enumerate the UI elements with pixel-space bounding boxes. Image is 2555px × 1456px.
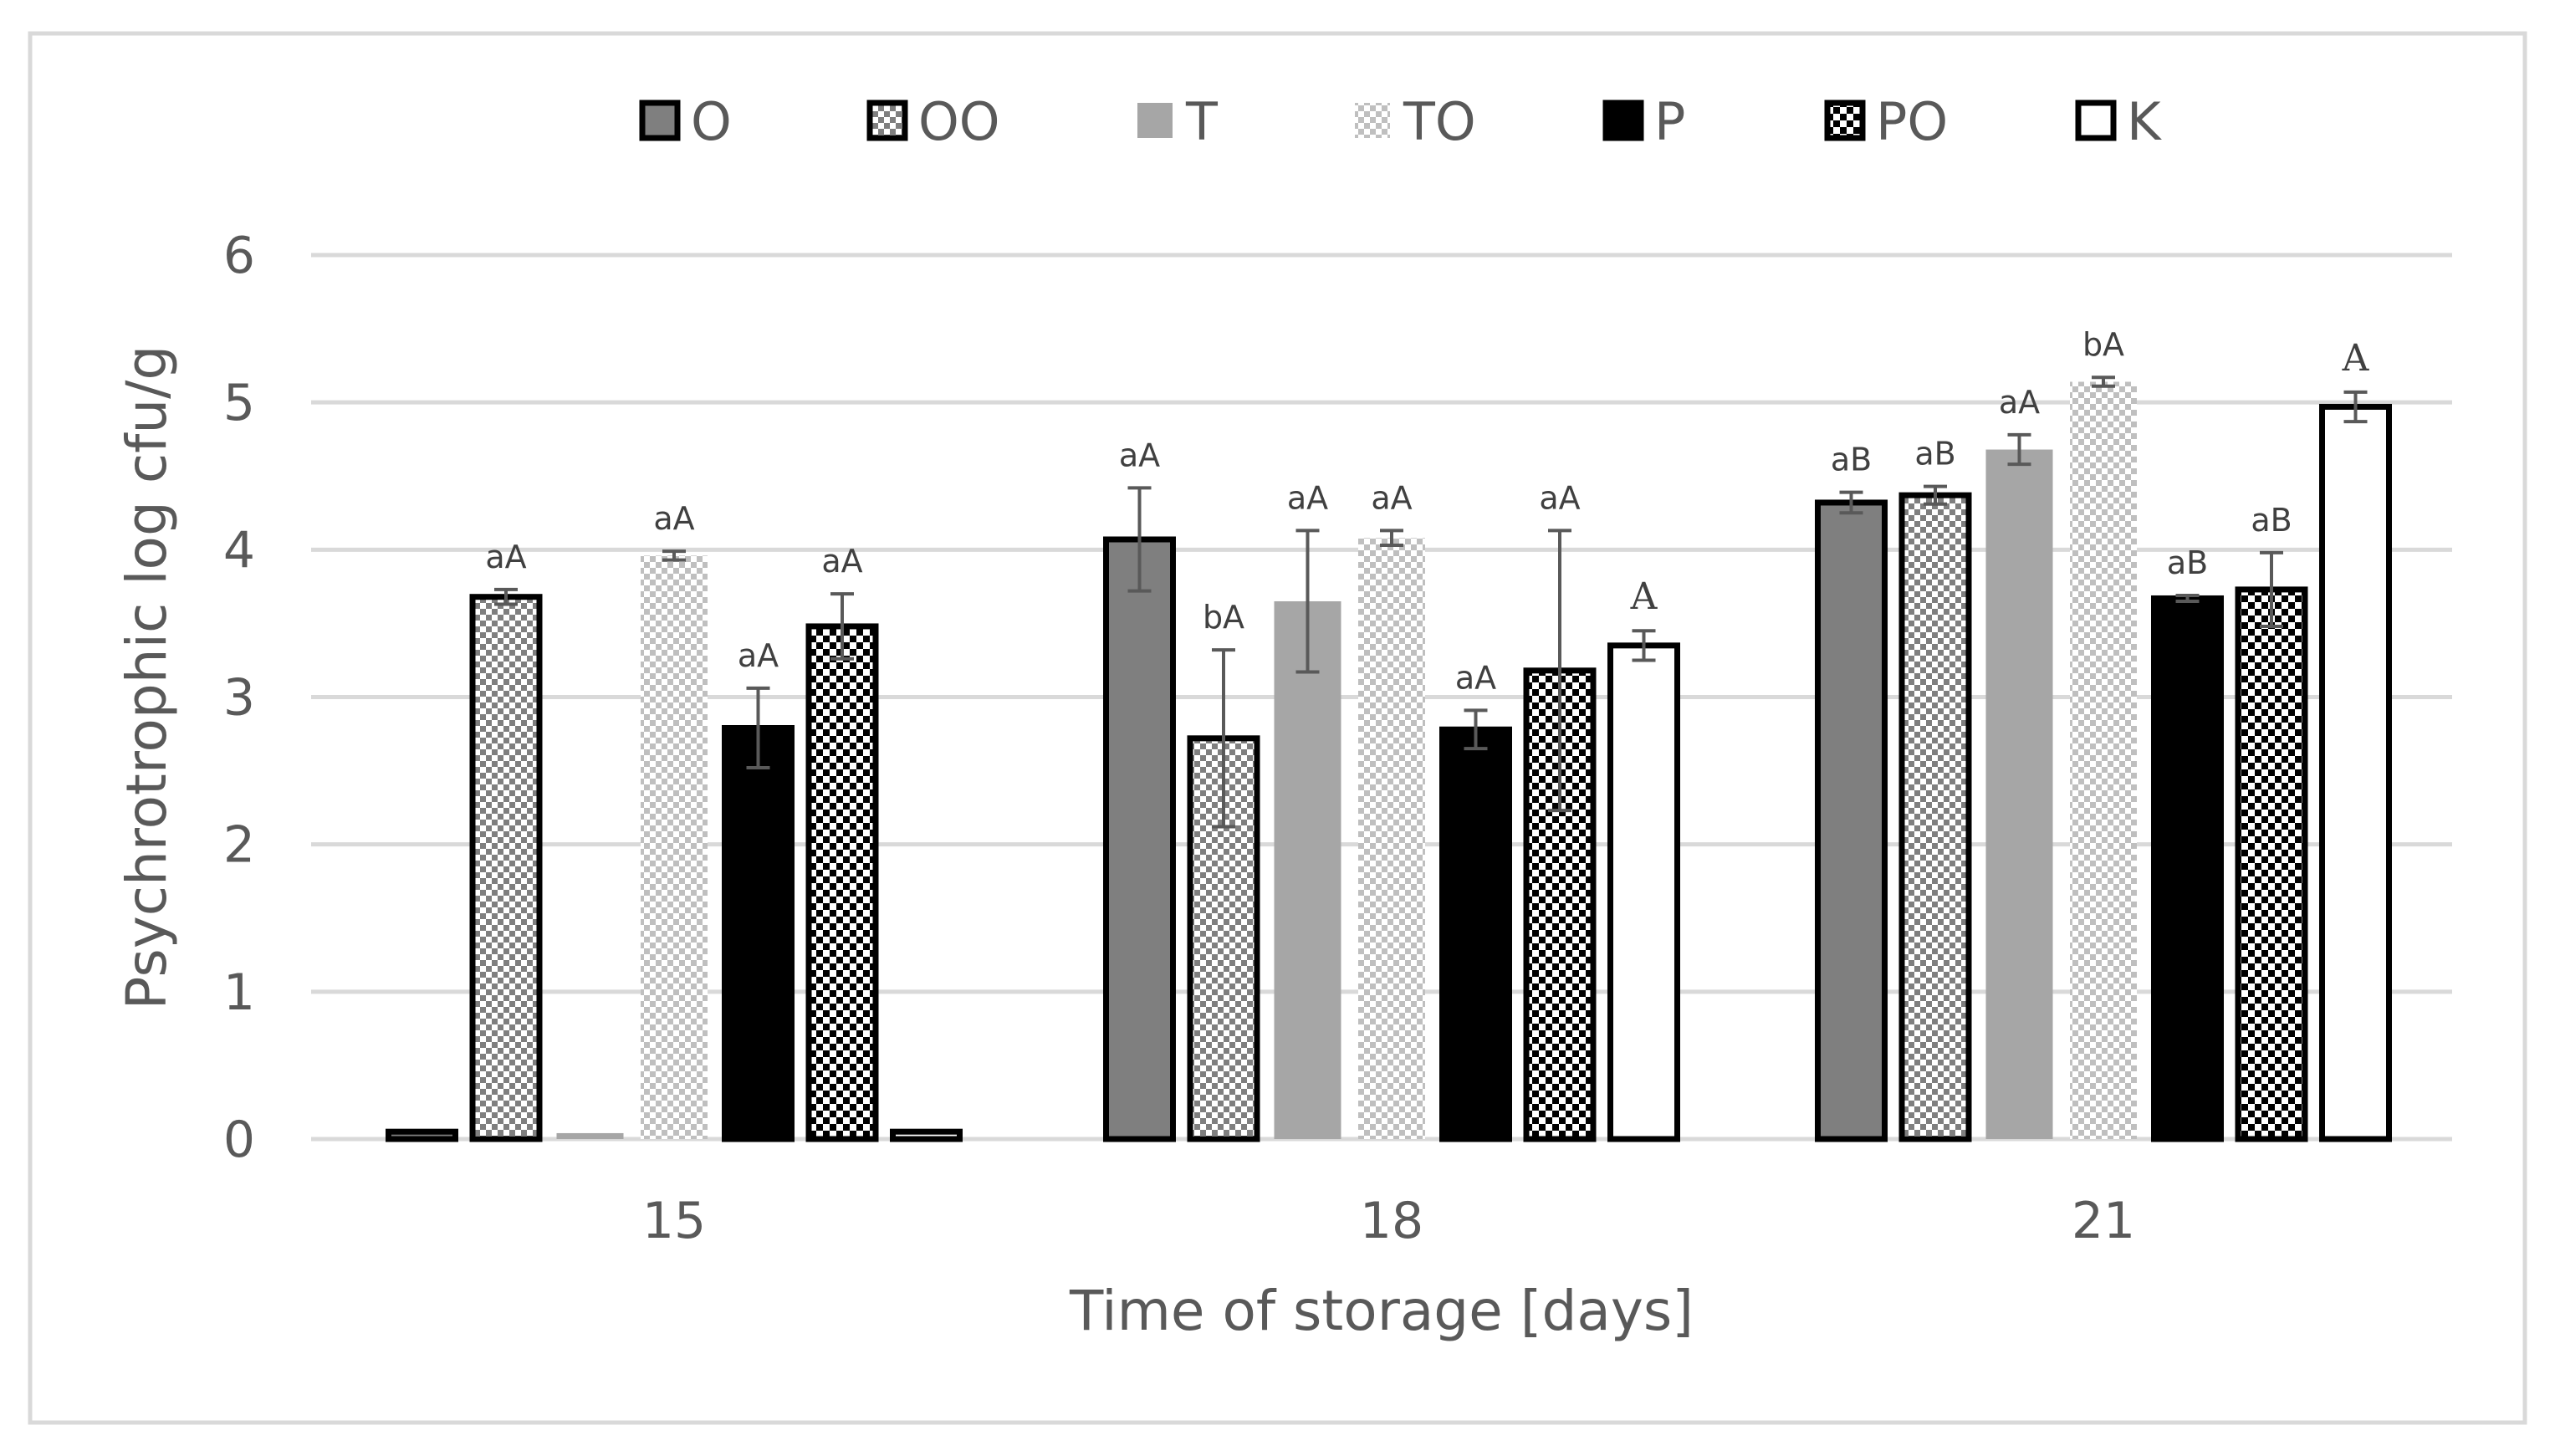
- bar-TO-day-15: [641, 555, 708, 1139]
- y-tick-label: 3: [223, 669, 255, 728]
- annotation-label: aA: [1539, 479, 1580, 516]
- bar-O-day-18: [1103, 536, 1176, 1142]
- legend-item-OO: OO: [866, 91, 1000, 152]
- bar-O-day-15: [386, 1128, 458, 1142]
- bar-TO-day-18: [1358, 538, 1425, 1139]
- bar-P-day-18: [1439, 726, 1512, 1142]
- bars: [386, 381, 2392, 1142]
- error-bars: [494, 375, 2368, 829]
- bar-PO-day-21: [2235, 586, 2308, 1142]
- y-tick-label: 4: [223, 521, 255, 580]
- annotation-label: aA: [653, 500, 694, 537]
- annotation-label: aA: [1287, 479, 1328, 516]
- error-bar-TO-day-18: [1380, 529, 1403, 548]
- legend-label: PO: [1876, 91, 1948, 152]
- x-tick-label: 15: [642, 1192, 706, 1250]
- legend-swatch: [1602, 100, 1644, 141]
- annotation-label: bA: [1203, 599, 1244, 636]
- bar-T-day-21: [1985, 449, 2053, 1139]
- legend-swatch: [2075, 100, 2117, 141]
- legend-swatch: [1824, 100, 1866, 141]
- error-bar-K-day-18: [1632, 629, 1656, 662]
- bar-K-day-21: [2319, 403, 2392, 1142]
- legend-label: K: [2127, 91, 2162, 152]
- bar-T-day-18: [1274, 600, 1341, 1139]
- legend-item-K: K: [2075, 91, 2162, 152]
- bar-OO-day-21: [1898, 492, 1972, 1142]
- error-bar-TO-day-15: [662, 549, 686, 562]
- x-axis-ticks: 15 18 21: [642, 1192, 2135, 1250]
- error-bar-P-day-18: [1464, 708, 1488, 751]
- legend-swatch: [1137, 103, 1173, 138]
- legend-swatch: [1355, 103, 1390, 138]
- y-tick-label: 0: [223, 1111, 255, 1169]
- bar-P-day-21: [2151, 595, 2224, 1142]
- annotation-label: aA: [1999, 384, 2040, 421]
- bar-K-day-15: [890, 1128, 963, 1142]
- legend-swatch: [639, 100, 681, 141]
- error-bar-TO-day-21: [2092, 375, 2115, 388]
- annotation-label: aA: [821, 543, 862, 580]
- annotation-label: aA: [1371, 479, 1412, 516]
- y-axis-title: Psychrotrophic log cfu/g: [115, 345, 179, 1010]
- error-bar-P-day-21: [2175, 593, 2200, 603]
- annotation-label: aB: [2251, 502, 2292, 539]
- annotations: aA aB aA bA aB aA aA aA aA bA aA aA aB aA aA aB A A: [485, 326, 2369, 696]
- annotation-label: A: [2342, 337, 2370, 380]
- legend-swatch: [866, 100, 908, 141]
- error-bar-K-day-21: [2343, 390, 2368, 424]
- legend-item-P: P: [1602, 91, 1685, 152]
- annotation-label: bA: [2082, 326, 2124, 363]
- error-bar-OO-day-18: [1212, 648, 1235, 829]
- legend: O OO T TO P PO K: [639, 91, 2162, 152]
- y-axis-ticks: 0 1 2 3 4 5 6: [223, 227, 255, 1169]
- error-bar-OO-day-21: [1924, 484, 1947, 506]
- annotation-label: aB: [1831, 442, 1872, 478]
- legend-item-O: O: [639, 91, 732, 152]
- error-bar-OO-day-15: [494, 587, 518, 606]
- annotation-label: aA: [738, 637, 779, 674]
- y-tick-label: 1: [223, 963, 255, 1022]
- legend-item-TO: TO: [1355, 91, 1476, 152]
- bar-P-day-15: [722, 724, 795, 1142]
- bar-TO-day-21: [2070, 381, 2137, 1140]
- y-tick-label: 5: [223, 374, 255, 432]
- legend-label: P: [1654, 91, 1685, 152]
- y-tick-label: 6: [223, 227, 255, 285]
- x-tick-label: 18: [1360, 1192, 1423, 1250]
- annotation-label: aB: [2167, 544, 2208, 581]
- annotation-label: aB: [1914, 436, 1955, 473]
- error-bar-O-day-18: [1127, 486, 1152, 593]
- y-tick-label: 2: [223, 816, 255, 875]
- error-bar-T-day-21: [2007, 432, 2031, 467]
- legend-label: T: [1185, 91, 1219, 152]
- error-bar-PO-day-18: [1548, 529, 1571, 813]
- error-bar-T-day-18: [1295, 529, 1320, 674]
- legend-label: OO: [918, 91, 1000, 152]
- x-tick-label: 21: [2072, 1192, 2135, 1250]
- error-bar-PO-day-15: [830, 592, 854, 661]
- annotation-label: aA: [485, 539, 526, 575]
- bar-O-day-21: [1815, 499, 1888, 1142]
- annotation-label: aA: [1119, 437, 1160, 473]
- bar-T-day-15: [556, 1132, 624, 1139]
- x-axis-title: Time of storage [days]: [1069, 1279, 1694, 1343]
- legend-item-PO: PO: [1824, 91, 1948, 152]
- annotation-label: aA: [1455, 659, 1496, 696]
- bar-K-day-18: [1607, 642, 1680, 1142]
- legend-item-T: T: [1137, 91, 1219, 152]
- legend-label: TO: [1403, 91, 1476, 152]
- error-bar-PO-day-21: [2260, 550, 2283, 628]
- bar-PO-day-15: [805, 623, 879, 1142]
- legend-label: O: [691, 91, 732, 152]
- annotation-label: A: [1630, 575, 1658, 618]
- bar-OO-day-15: [469, 594, 543, 1142]
- error-bar-O-day-21: [1839, 490, 1863, 515]
- error-bar-P-day-15: [746, 686, 770, 770]
